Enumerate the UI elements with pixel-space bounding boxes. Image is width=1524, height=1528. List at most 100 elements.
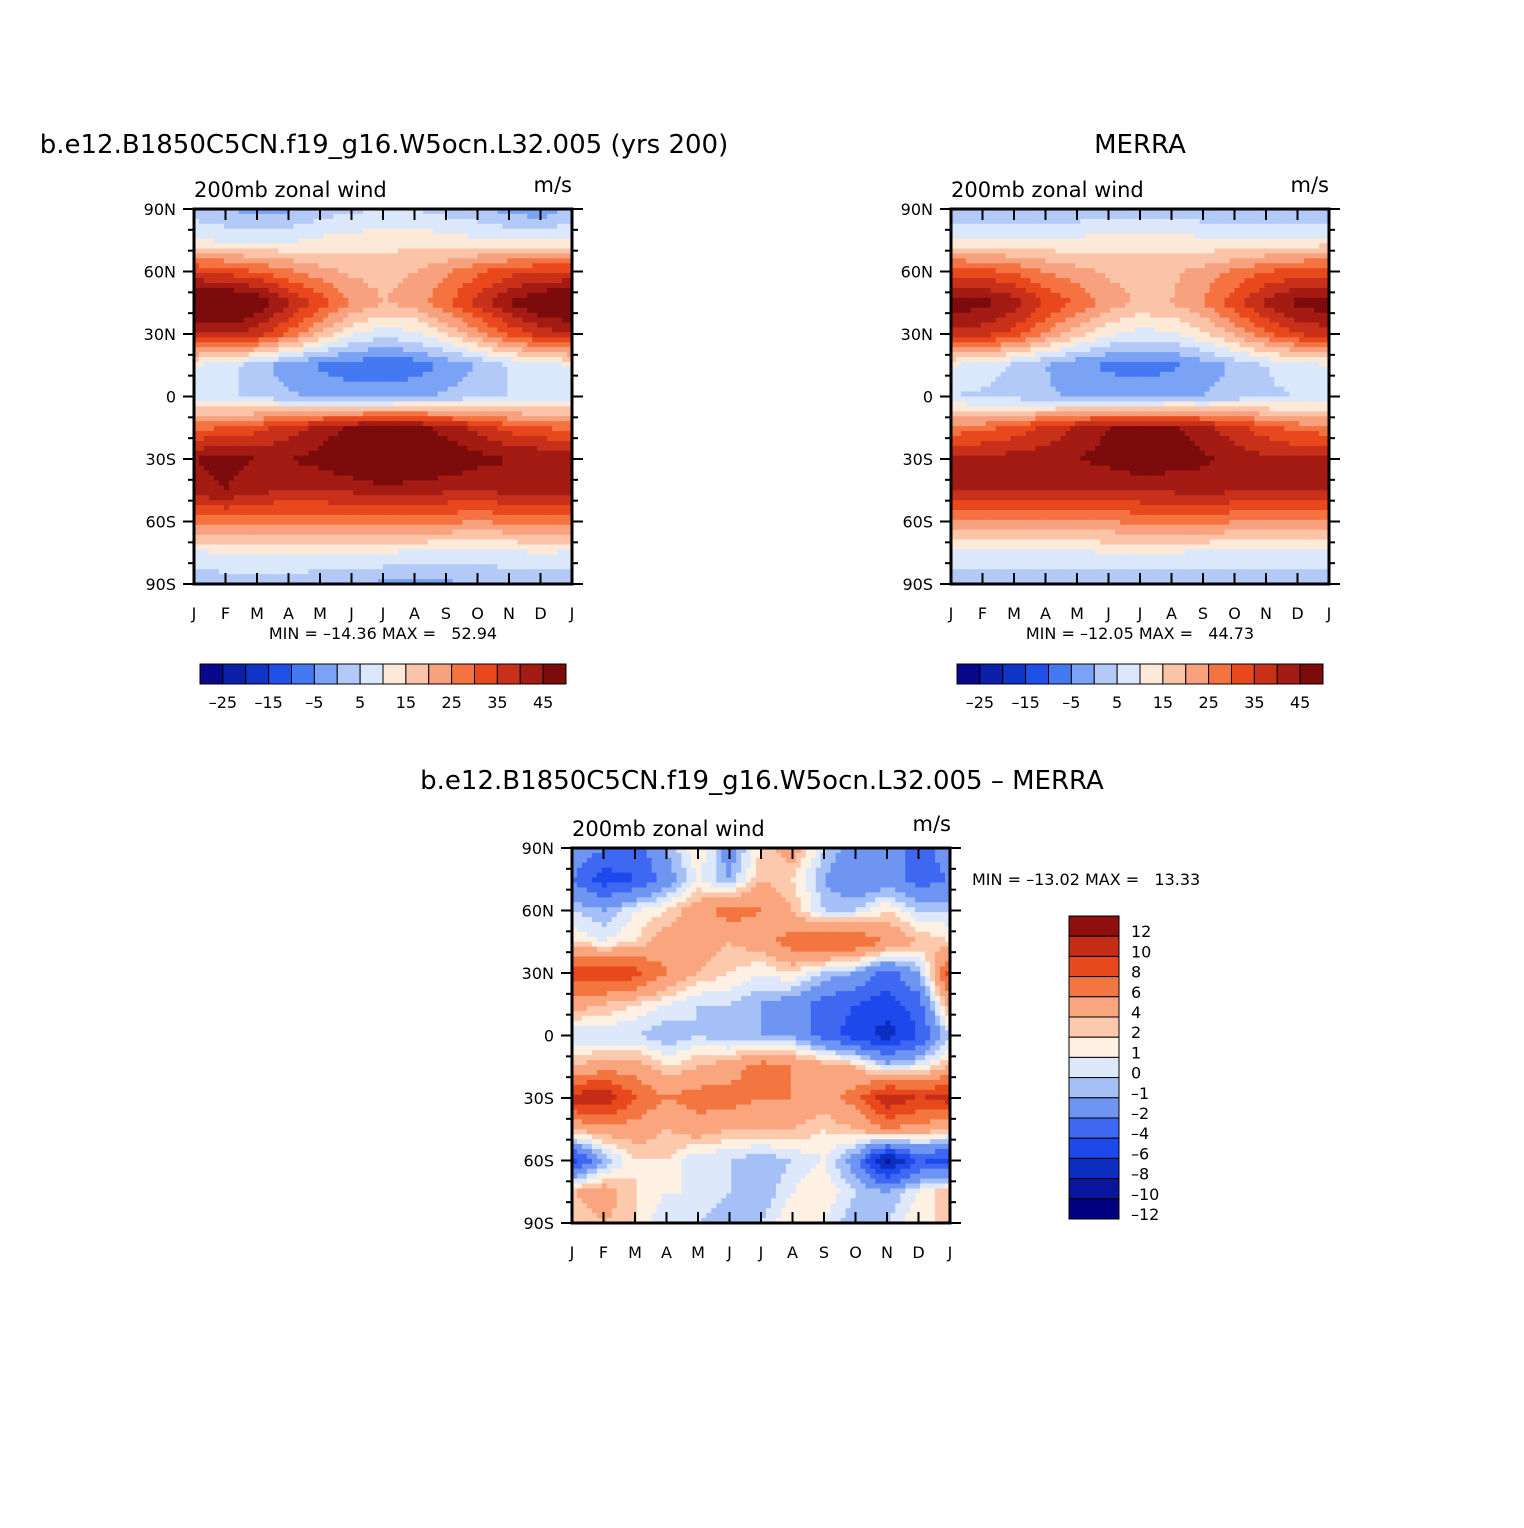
heatmap-cell <box>338 248 344 254</box>
heatmap-cell <box>288 426 295 432</box>
heatmap-cell <box>537 480 543 486</box>
heatmap-cell <box>502 258 508 264</box>
heatmap-cell <box>417 332 424 338</box>
heatmap-cell <box>353 386 359 393</box>
heatmap-cell <box>432 258 439 264</box>
heatmap-cell <box>492 416 498 422</box>
heatmap-cell <box>502 233 508 240</box>
heatmap-cell <box>422 273 429 279</box>
heatmap-cell <box>527 209 533 215</box>
heatmap-cell <box>417 465 424 472</box>
heatmap-cell <box>412 475 419 481</box>
heatmap-cell <box>308 460 314 467</box>
heatmap-cell <box>497 475 503 481</box>
heatmap-cell <box>378 307 384 314</box>
heatmap-cell <box>303 302 309 309</box>
heatmap-cell <box>298 342 305 348</box>
heatmap-cell <box>358 342 364 348</box>
heatmap-cell <box>472 455 479 462</box>
heatmap-cell <box>552 435 558 442</box>
heatmap-cell <box>487 297 494 304</box>
heatmap-cell <box>308 376 314 383</box>
heatmap-cell <box>378 223 384 230</box>
heatmap-cell <box>437 263 444 269</box>
heatmap-cell <box>562 431 568 437</box>
heatmap-cell <box>258 435 265 442</box>
heatmap-cell <box>218 292 225 299</box>
heatmap-cell <box>527 332 533 338</box>
heatmap-cell <box>397 391 404 398</box>
heatmap-cell <box>293 500 300 506</box>
heatmap-cell <box>383 514 389 521</box>
heatmap-cell <box>557 342 563 348</box>
heatmap-cell <box>492 431 498 437</box>
heatmap-cell <box>343 292 349 299</box>
heatmap-cell <box>497 223 503 230</box>
heatmap-cell <box>412 371 419 378</box>
heatmap-cell <box>532 253 538 259</box>
heatmap-cell <box>208 431 215 437</box>
heatmap-cell <box>457 386 464 393</box>
heatmap-cell <box>567 258 573 264</box>
heatmap-cell <box>562 361 568 368</box>
heatmap-cell <box>348 440 354 447</box>
heatmap-cell <box>442 322 449 329</box>
heatmap-cell <box>552 421 558 427</box>
heatmap-cell <box>293 445 300 452</box>
heatmap-cell <box>502 263 508 269</box>
heatmap-cell <box>263 465 270 472</box>
heatmap-cell <box>412 253 419 259</box>
heatmap-cell <box>228 302 235 309</box>
heatmap-cell <box>547 519 553 526</box>
heatmap-cell <box>537 278 543 284</box>
heatmap-cell <box>203 519 210 526</box>
heatmap-cell <box>308 505 314 511</box>
heatmap-cell <box>358 485 364 491</box>
heatmap-cell <box>343 223 349 230</box>
heatmap-cell <box>238 223 245 230</box>
heatmap-cell <box>467 426 474 432</box>
heatmap-cell <box>198 327 205 333</box>
heatmap-cell <box>263 258 270 264</box>
heatmap-cell <box>318 278 324 284</box>
heatmap-cell <box>333 317 339 324</box>
heatmap-cell <box>288 391 295 398</box>
heatmap-cell <box>323 253 329 259</box>
heatmap-cell <box>482 322 489 329</box>
heatmap-cell <box>333 421 339 427</box>
heatmap-cell <box>437 352 444 358</box>
heatmap-cell <box>378 514 384 521</box>
heatmap-cell <box>353 283 359 289</box>
heatmap-cell <box>512 248 518 254</box>
heatmap-cell <box>278 495 285 501</box>
heatmap-cell <box>258 213 265 220</box>
heatmap-cell <box>477 218 484 225</box>
heatmap-cell <box>437 307 444 314</box>
heatmap-cell <box>402 292 409 299</box>
heatmap-cell <box>308 485 314 491</box>
heatmap-cell <box>562 386 568 393</box>
heatmap-cell <box>363 485 369 491</box>
heatmap-cell <box>208 342 215 348</box>
heatmap-cell <box>522 332 528 338</box>
heatmap-cell <box>512 431 518 437</box>
heatmap-cell <box>442 450 449 457</box>
heatmap-cell <box>457 376 464 383</box>
heatmap-cell <box>358 391 364 398</box>
heatmap-cell <box>253 307 260 314</box>
heatmap-cell <box>482 371 489 378</box>
heatmap-cell <box>373 376 379 383</box>
heatmap-cell <box>517 445 523 452</box>
heatmap-cell <box>228 371 235 378</box>
heatmap-cell <box>203 209 210 215</box>
heatmap-cell <box>383 455 389 462</box>
heatmap-cell <box>313 347 319 353</box>
heatmap-cell <box>383 445 389 452</box>
heatmap-cell <box>213 495 220 501</box>
heatmap-cell <box>457 347 464 353</box>
heatmap-cell <box>497 465 503 472</box>
heatmap-cell <box>472 431 479 437</box>
heatmap-cell <box>507 524 513 531</box>
heatmap-cell <box>512 287 518 294</box>
heatmap-cell <box>373 307 379 314</box>
